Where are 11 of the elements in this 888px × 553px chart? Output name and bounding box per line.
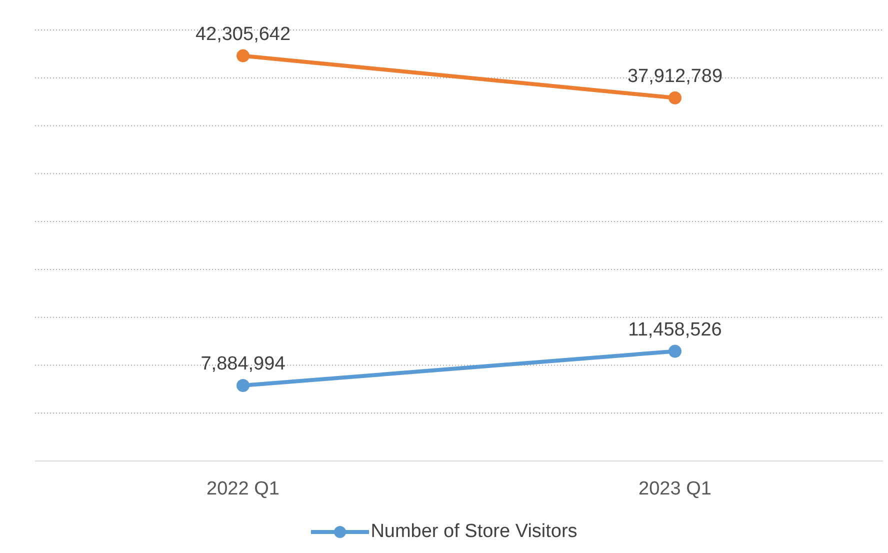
legend-label: Number of Store Visitors — [370, 521, 578, 543]
point — [236, 378, 250, 392]
point — [236, 49, 250, 62]
x-tick-label: 2023 Q1 — [638, 478, 712, 500]
point — [668, 344, 682, 358]
data-label: 11,458,526 — [628, 319, 722, 340]
point — [668, 91, 682, 104]
data-label: 7,884,994 — [200, 353, 286, 374]
data-label: 37,912,789 — [627, 66, 723, 87]
x-tick-label: 2022 Q1 — [206, 478, 280, 500]
data-label: 42,305,642 — [195, 24, 291, 45]
